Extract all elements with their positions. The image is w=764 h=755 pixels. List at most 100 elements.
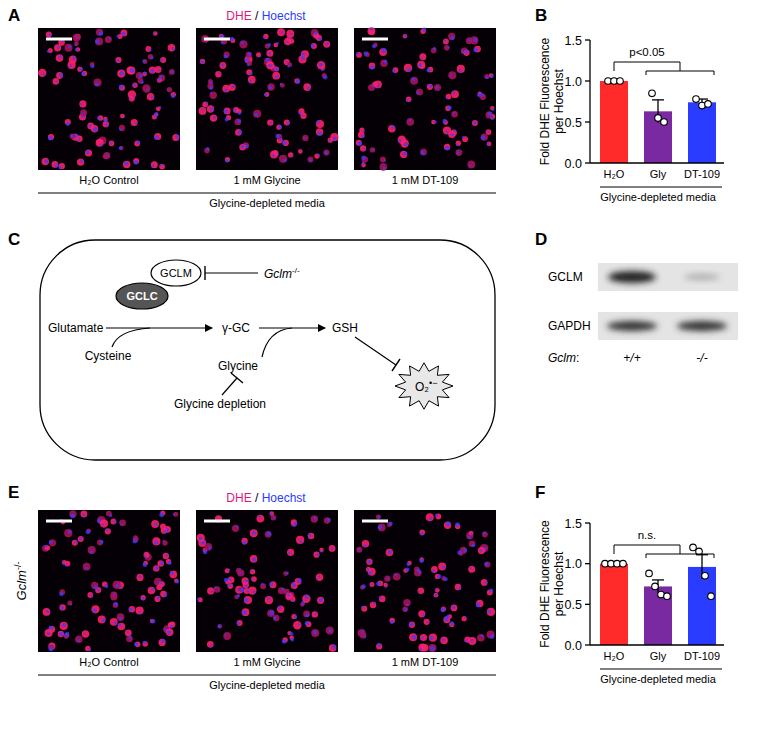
- hoechst: [43, 73, 45, 75]
- nucleus: [360, 145, 366, 151]
- hoechst: [144, 555, 146, 557]
- y-axis: [589, 40, 590, 163]
- nucleus: [429, 634, 437, 642]
- hoechst: [286, 41, 288, 43]
- nucleus: [136, 606, 144, 614]
- hoechst: [463, 548, 467, 552]
- nucleus: [277, 28, 285, 36]
- hoechst: [224, 54, 228, 58]
- hoechst: [426, 68, 430, 72]
- hoechst: [325, 42, 328, 45]
- hoechst: [56, 81, 58, 83]
- nucleus: [293, 621, 301, 629]
- nucleus: [56, 72, 63, 79]
- hoechst: [305, 613, 309, 617]
- hoechst: [377, 643, 381, 647]
- hoechst: [267, 532, 272, 537]
- hoechst: [313, 631, 317, 635]
- nucleus: [244, 588, 250, 594]
- hoechst: [89, 124, 92, 127]
- hoechst: [287, 594, 290, 597]
- nucleus: [409, 633, 417, 641]
- nucleus: [406, 97, 412, 103]
- image-header: DHE / Hoechst: [226, 491, 306, 505]
- nucleus: [77, 67, 82, 72]
- nucleus: [484, 561, 490, 567]
- hoechst: [129, 608, 133, 612]
- y-tick-label: 1.5: [565, 34, 582, 48]
- nucleus: [126, 636, 133, 643]
- hoechst: [119, 85, 124, 90]
- nucleus: [270, 151, 278, 159]
- hoechst: [437, 574, 441, 578]
- nucleus: [215, 71, 221, 77]
- hoechst: [101, 524, 103, 526]
- hoechst: [291, 33, 293, 35]
- label-base: Gclm: [548, 351, 576, 365]
- hoechst: [363, 51, 368, 56]
- nucleus: [427, 84, 433, 90]
- nucleus: [98, 616, 106, 624]
- hoechst: [406, 99, 409, 102]
- hoechst: [134, 642, 138, 646]
- hoechst: [282, 141, 287, 146]
- nucleus: [131, 119, 138, 126]
- hoechst: [314, 31, 317, 34]
- hoechst: [378, 525, 383, 530]
- hoechst: [73, 56, 76, 59]
- hoechst: [120, 71, 124, 75]
- hoechst: [55, 164, 59, 168]
- hoechst: [83, 112, 85, 114]
- group-label: Glycine-depleted media: [209, 679, 325, 691]
- nucleus: [418, 644, 426, 652]
- nucleus: [435, 588, 440, 593]
- nucleus: [284, 38, 292, 46]
- hoechst: [484, 562, 488, 566]
- nucleus: [462, 136, 468, 142]
- nucleus: [100, 520, 108, 528]
- group-line: [38, 675, 496, 676]
- nucleus: [286, 30, 294, 38]
- y-tick: [585, 522, 590, 523]
- hoechst: [154, 541, 158, 545]
- hoechst: [70, 604, 72, 606]
- hoechst: [469, 164, 471, 166]
- nucleus: [210, 114, 217, 121]
- hoechst: [372, 148, 374, 150]
- nucleus: [85, 149, 92, 156]
- hoechst: [239, 568, 241, 570]
- error-cap: [652, 579, 664, 580]
- hoechst: [407, 68, 411, 72]
- nucleus: [132, 83, 137, 88]
- hoechst: [318, 575, 320, 577]
- hoechst: [119, 128, 122, 131]
- scale-bar: [204, 520, 230, 523]
- nucleus: [109, 141, 115, 147]
- nucleus: [118, 623, 126, 631]
- nucleus: [103, 152, 110, 159]
- nucleus: [78, 536, 84, 542]
- group-line: [600, 669, 722, 670]
- hoechst: [221, 41, 224, 44]
- nucleus: [174, 579, 178, 583]
- hoechst: [328, 629, 332, 633]
- lane-label: +/+: [623, 351, 640, 365]
- data-point: [705, 101, 712, 108]
- hoechst: [426, 621, 428, 623]
- hoechst: [361, 162, 364, 165]
- hoechst: [395, 574, 397, 576]
- hoechst: [419, 64, 422, 67]
- nucleus: [431, 566, 438, 573]
- hoechst: [270, 122, 272, 124]
- data-point: [690, 544, 697, 551]
- hoechst: [452, 91, 455, 94]
- hoechst: [267, 43, 271, 47]
- hoechst: [372, 44, 376, 48]
- hoechst: [283, 159, 286, 162]
- nucleus: [120, 114, 125, 119]
- image-panel: DHE / HoechstH₂O Control1 mM Glycine1 mM…: [13, 491, 496, 691]
- nucleus: [419, 53, 426, 60]
- arrow: [106, 327, 212, 328]
- nucleus: [370, 147, 375, 152]
- hoechst: [232, 85, 235, 88]
